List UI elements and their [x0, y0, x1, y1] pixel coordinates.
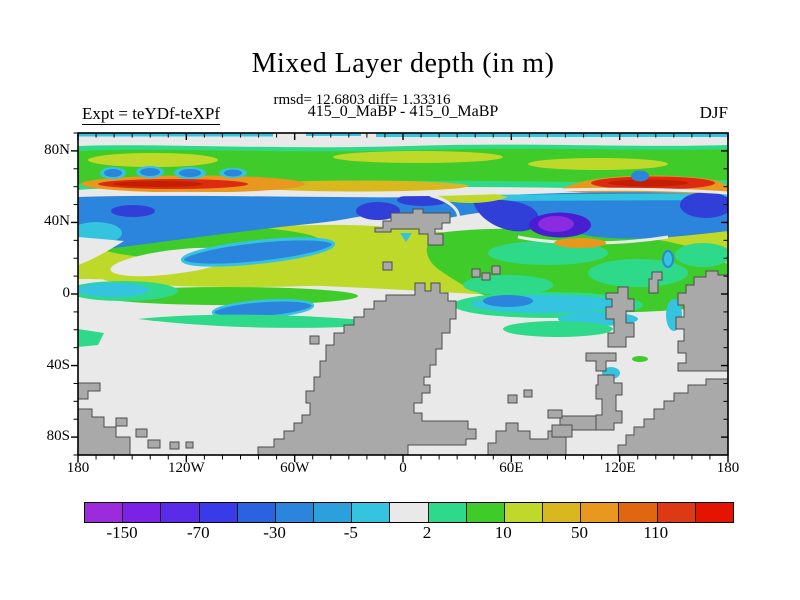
colorbar-segment — [161, 503, 200, 522]
y-tick-label: 80N — [44, 141, 70, 158]
colorbar-tick-label: -5 — [343, 523, 358, 542]
x-tick-label: 120E — [603, 460, 636, 476]
x-tick-label: 180 — [716, 460, 740, 476]
experiment-label: Expt = teYDf-teXPf — [82, 104, 221, 125]
experiments-line: 415_0_MaBP - 415_0_MaBP — [307, 103, 499, 120]
colorbar — [84, 502, 734, 523]
colorbar-tick-label: 50 — [571, 523, 589, 542]
colorbar-tick-label: -150 — [106, 523, 138, 542]
colorbar-segment — [237, 503, 276, 522]
season-label: DJF — [699, 103, 728, 122]
y-tick-label: 80S — [46, 428, 70, 445]
colorbar-segment — [543, 503, 582, 522]
colorbar-segment — [695, 503, 733, 522]
colorbar-segment — [619, 503, 658, 522]
colorbar-segment — [581, 503, 620, 522]
colorbar-segment — [504, 503, 544, 522]
colorbar-tick-label: -70 — [187, 523, 210, 542]
colorbar-tick-label: 10 — [494, 523, 512, 542]
colorbar-tick-label: -30 — [263, 523, 286, 542]
y-tick-label: 0 — [62, 285, 71, 301]
colorbar-segment — [390, 503, 429, 522]
page-title: Mixed Layer depth (in m) — [251, 48, 555, 79]
colorbar-segment — [314, 503, 353, 522]
y-tick-label: 40N — [44, 213, 70, 230]
colorbar-segment — [199, 503, 238, 522]
x-tick-label: 120W — [167, 460, 205, 476]
stats-line: rmsd= 12.6803 diff= 1.33316 — [273, 92, 451, 108]
x-tick-label: 0 — [399, 460, 407, 476]
x-tick-label: 180 — [66, 460, 90, 476]
contour-map — [78, 133, 728, 455]
colorbar-segment — [275, 503, 315, 522]
x-tick-label: 60W — [280, 460, 310, 476]
colorbar-segment — [352, 503, 391, 522]
colorbar-tick-label: 110 — [643, 523, 669, 542]
colorbar-segment — [657, 503, 696, 522]
colorbar-segment — [85, 503, 124, 522]
colorbar-segment — [466, 503, 505, 522]
colorbar-segment — [123, 503, 162, 522]
colorbar-segment — [428, 503, 467, 522]
y-tick-label: 40S — [46, 356, 70, 373]
colorbar-tick-label: 2 — [422, 523, 432, 542]
x-tick-label: 60E — [499, 460, 524, 476]
